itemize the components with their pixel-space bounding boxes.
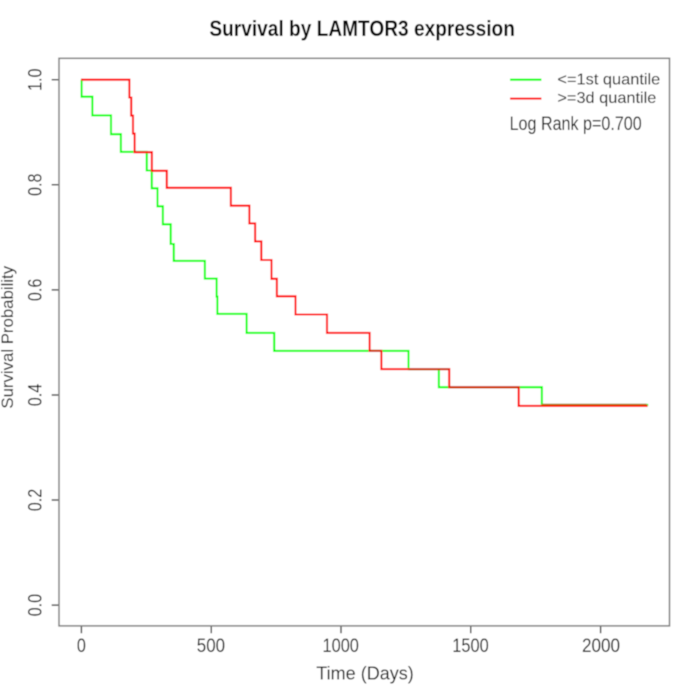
svg-text:0.6: 0.6 [26, 279, 47, 302]
svg-text:Log Rank p=0.700: Log Rank p=0.700 [510, 113, 642, 135]
svg-text:<=1st quantile: <=1st quantile [557, 71, 660, 88]
svg-text:0.0: 0.0 [26, 594, 47, 617]
svg-text:1500: 1500 [452, 636, 488, 657]
svg-text:2000: 2000 [582, 636, 620, 657]
svg-text:500: 500 [197, 636, 225, 657]
svg-text:Survival Probability: Survival Probability [0, 265, 17, 408]
svg-text:>=3d quantile: >=3d quantile [557, 90, 656, 107]
svg-text:0: 0 [77, 636, 86, 657]
svg-text:0.8: 0.8 [26, 174, 47, 197]
svg-text:Survival by LAMTOR3 expression: Survival by LAMTOR3 expression [209, 16, 515, 41]
svg-text:1000: 1000 [323, 636, 359, 657]
svg-text:0.4: 0.4 [26, 383, 47, 406]
svg-text:1.0: 1.0 [26, 68, 47, 91]
svg-text:Time (Days): Time (Days) [316, 664, 414, 684]
svg-text:0.2: 0.2 [26, 489, 47, 512]
